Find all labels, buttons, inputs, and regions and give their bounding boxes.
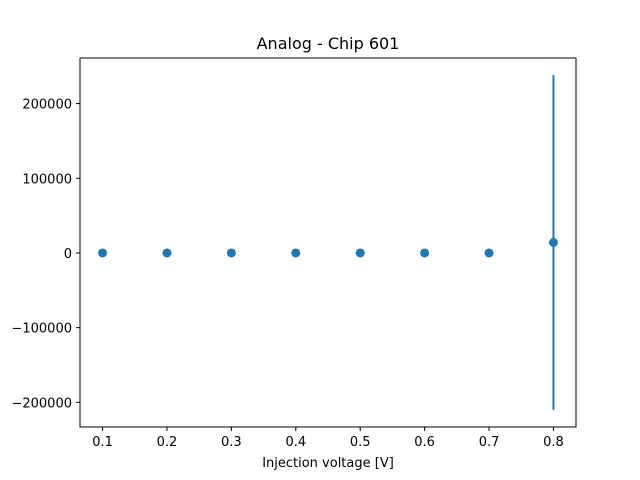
plot-background (80, 58, 576, 427)
y-tick-label: 0 (64, 247, 72, 262)
data-point (484, 248, 494, 258)
plot-frame (79, 57, 577, 428)
x-tick-label: 0.6 (414, 435, 435, 450)
x-tick-label: 0.1 (92, 435, 113, 450)
x-tick-label: 0.7 (479, 435, 500, 450)
data-point (226, 248, 236, 258)
data-point (548, 238, 558, 247)
x-axis-label: Injection voltage [V] (262, 456, 394, 471)
data-point (162, 248, 172, 258)
x-tick-label: 0.5 (350, 435, 371, 450)
data-point (420, 248, 430, 258)
data-point (291, 248, 301, 258)
data-point (98, 248, 108, 258)
y-tick-label: 100000 (22, 172, 72, 187)
x-axis: 0.1 0.2 0.3 0.4 0.5 0.6 0.7 0.8 (92, 427, 564, 450)
y-axis: −200000 −100000 0 100000 200000 (11, 98, 80, 411)
x-tick-label: 0.2 (157, 435, 178, 450)
data-points (98, 238, 558, 258)
x-tick-label: 0.3 (221, 435, 242, 450)
chart-title: Analog - Chip 601 (257, 34, 400, 53)
y-tick-label: 200000 (22, 98, 72, 113)
x-tick-label: 0.4 (285, 435, 306, 450)
y-tick-label: −200000 (11, 396, 72, 411)
x-tick-label: 0.8 (543, 435, 564, 450)
y-tick-label: −100000 (11, 322, 72, 337)
data-point (355, 248, 365, 258)
